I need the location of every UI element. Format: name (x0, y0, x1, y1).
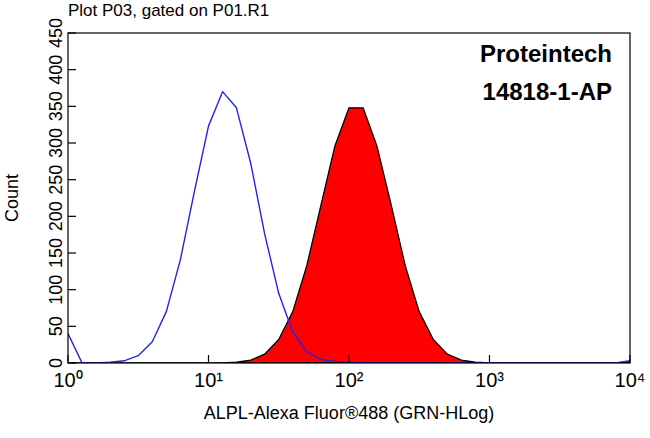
y-tick (68, 216, 76, 217)
y-tick (68, 32, 76, 33)
y-tick (68, 362, 76, 363)
y-tick-label: 400 (46, 55, 66, 85)
y-tick (68, 326, 76, 327)
x-tick (629, 355, 630, 363)
y-tick (68, 179, 76, 180)
y-tick-label: 200 (46, 201, 66, 231)
y-tick-label: 250 (46, 165, 66, 195)
y-tick-label: 150 (46, 238, 66, 268)
annotation: 14818-1-AP (483, 78, 612, 105)
x-axis-label: ALPL-Alexa Fluor®488 (GRN-HLog) (204, 403, 494, 423)
y-tick-label: 50 (46, 316, 66, 336)
histogram-line (68, 92, 630, 363)
y-tick (68, 142, 76, 143)
x-tick-label: 10² (335, 369, 364, 391)
histogram-area (68, 108, 630, 363)
chart: 10⁰ 10¹ 10² 10³ 10⁴ 0 50 100 150 200 250 300 350 400 4… (0, 0, 650, 438)
y-axis-label: Count (2, 174, 22, 222)
y-tick-label: 300 (46, 128, 66, 158)
x-tick-label: 10³ (475, 369, 504, 391)
x-tick (67, 355, 68, 363)
plot-frame (68, 33, 630, 363)
x-tick-label: 10¹ (194, 369, 223, 391)
y-tick-label: 100 (46, 275, 66, 305)
x-tick-label: 10⁰ (53, 369, 82, 391)
plot-area (68, 92, 630, 363)
y-tick (68, 69, 76, 70)
y-tick (68, 252, 76, 253)
y-tick (68, 289, 76, 290)
x-tick (208, 355, 209, 363)
x-tick (348, 355, 349, 363)
x-tick-label: 10⁴ (615, 369, 646, 391)
x-tick (489, 355, 490, 363)
y-tick (68, 106, 76, 107)
title: Plot P03, gated on P01.R1 (68, 1, 269, 20)
y-tick-label: 450 (46, 18, 66, 48)
y-tick-label: 0 (46, 358, 66, 368)
y-tick-label: 350 (46, 91, 66, 121)
annotation: Proteintech (480, 40, 612, 67)
